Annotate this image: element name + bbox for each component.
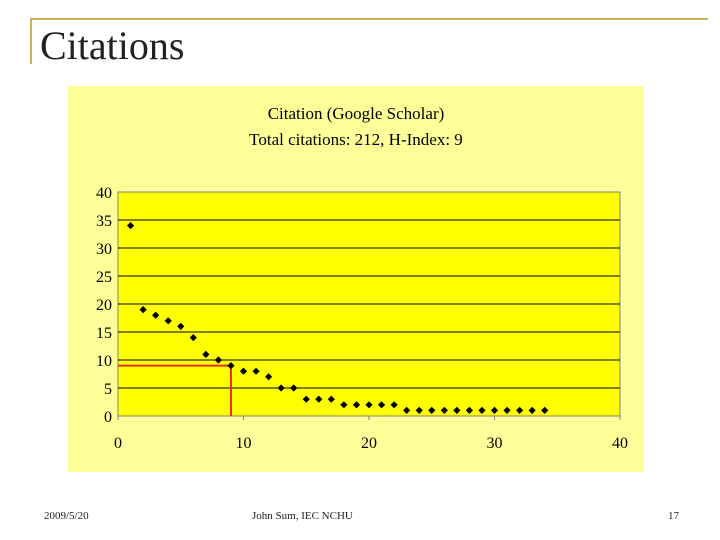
y-tick-label: 35 bbox=[96, 213, 112, 230]
data-point bbox=[290, 384, 298, 392]
data-point bbox=[239, 367, 248, 375]
data-point bbox=[428, 406, 436, 414]
data-point bbox=[152, 311, 160, 319]
data-point bbox=[440, 406, 448, 414]
chart-subtitle: Total citations: 212, H-Index: 9 bbox=[249, 130, 463, 149]
y-tick-label: 30 bbox=[96, 241, 112, 258]
data-point bbox=[415, 406, 423, 414]
x-tick-label: 0 bbox=[114, 435, 122, 452]
x-tick-label: 20 bbox=[361, 435, 377, 452]
x-tick-label: 10 bbox=[236, 435, 252, 452]
data-point bbox=[377, 401, 386, 409]
data-point bbox=[302, 395, 310, 403]
slide-title: Citations bbox=[40, 23, 185, 68]
data-point bbox=[403, 406, 411, 414]
data-point bbox=[478, 406, 486, 414]
data-point bbox=[177, 322, 185, 330]
y-tick-label: 25 bbox=[96, 269, 112, 286]
data-point bbox=[365, 401, 373, 409]
data-point bbox=[528, 406, 536, 414]
data-point bbox=[465, 406, 473, 414]
data-point bbox=[340, 401, 348, 409]
data-point bbox=[327, 395, 335, 403]
data-point bbox=[352, 401, 361, 409]
data-point bbox=[227, 362, 235, 370]
footer-author: John Sum, IEC NCHU bbox=[252, 510, 353, 522]
data-point bbox=[516, 406, 524, 414]
y-tick-label: 20 bbox=[96, 297, 112, 314]
y-tick-label: 40 bbox=[96, 185, 112, 202]
scatter-plot: 40 35 30 25 20 15 10 5 00 10 20 30 40 bbox=[96, 185, 628, 452]
y-tick-label: 10 bbox=[96, 353, 112, 370]
data-point bbox=[390, 401, 398, 409]
chart-title: Citation (Google Scholar) bbox=[267, 104, 445, 123]
data-point bbox=[490, 406, 499, 414]
data-point bbox=[164, 317, 172, 325]
data-point bbox=[541, 406, 549, 414]
y-tick-label: 0 bbox=[104, 409, 112, 426]
x-tick-label: 40 bbox=[612, 435, 628, 452]
y-tick-label: 15 bbox=[96, 325, 112, 342]
footer-date: 2009/5/20 bbox=[44, 510, 89, 522]
data-point bbox=[126, 222, 135, 230]
chart-panel: Citation (Google Scholar) Total citation… bbox=[68, 86, 644, 472]
data-point bbox=[503, 406, 511, 414]
y-tick-label: 5 bbox=[104, 381, 112, 398]
x-tick-label: 30 bbox=[487, 435, 503, 452]
data-point bbox=[214, 356, 222, 364]
page-number: 17 bbox=[668, 510, 679, 522]
data-point bbox=[202, 350, 210, 358]
accent-bar-top bbox=[30, 18, 708, 20]
data-point bbox=[453, 406, 461, 414]
accent-bar-left bbox=[30, 18, 32, 64]
data-point bbox=[315, 395, 323, 403]
